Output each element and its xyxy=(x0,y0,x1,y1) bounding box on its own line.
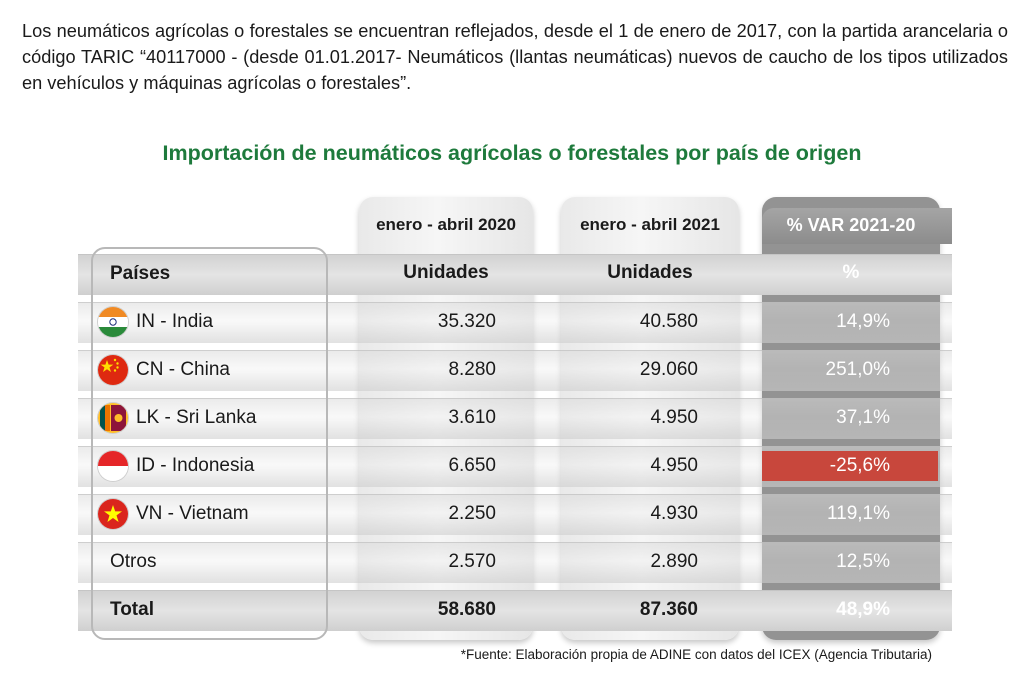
var-value: 14,9% xyxy=(836,311,890,332)
units-2021-value: 4.950 xyxy=(650,407,698,428)
total-var: 48,9% xyxy=(836,599,890,620)
units-2021-value: 29.060 xyxy=(639,359,698,380)
row-stripe xyxy=(78,542,952,583)
country-name: CN - China xyxy=(136,359,230,380)
units-2020-value: 3.610 xyxy=(448,407,496,428)
header-units-2020: Unidades xyxy=(403,262,489,283)
units-2020-value: 6.650 xyxy=(448,455,496,476)
row-stripe xyxy=(78,398,952,439)
units-2020-value: 35.320 xyxy=(437,311,496,332)
indonesia-flag-icon xyxy=(98,451,128,481)
country-name: IN - India xyxy=(136,311,214,332)
table-row-country: LK - Sri Lanka xyxy=(98,398,323,438)
header-countries: Países xyxy=(110,263,171,284)
row-stripe xyxy=(78,494,952,535)
units-2021-value: 40.580 xyxy=(639,311,698,332)
row-stripe xyxy=(78,302,952,343)
header-var: % xyxy=(842,262,860,283)
table-row-country: IN - India xyxy=(98,302,323,342)
table-title: Importación de neumáticos agrícolas o fo… xyxy=(162,141,862,165)
var-header-band xyxy=(762,208,952,244)
country-column-frame xyxy=(91,247,328,640)
country-name: VN - Vietnam xyxy=(136,503,249,524)
table-row-country: CN - China xyxy=(98,350,323,390)
units-2021-value: 4.930 xyxy=(650,503,698,524)
var-value: 119,1% xyxy=(826,503,890,524)
units-2020-value: 2.250 xyxy=(448,503,496,524)
total-label: Total xyxy=(110,599,154,620)
units-2020-value: 8.280 xyxy=(448,359,496,380)
header-row-stripe xyxy=(78,254,952,295)
country-name: ID - Indonesia xyxy=(136,455,255,476)
sri-lanka-flag-icon xyxy=(98,403,128,433)
intro-paragraph: Los neumáticos agrícolas o forestales se… xyxy=(22,21,1008,93)
india-flag-icon xyxy=(98,307,128,337)
negative-value-highlight xyxy=(762,451,938,481)
units-2021-value: 2.890 xyxy=(650,551,698,572)
vietnam-flag-icon xyxy=(98,499,128,529)
country-name: LK - Sri Lanka xyxy=(136,407,257,428)
var-value-negative: -25,6% xyxy=(829,455,890,476)
var-value: 12,5% xyxy=(836,551,890,572)
period-header-var: % VAR 2021-20 xyxy=(786,215,916,235)
period-header-2020: enero - abril 2020 xyxy=(376,215,516,234)
period-header-2021: enero - abril 2021 xyxy=(580,215,720,234)
table-row-country: ID - Indonesia xyxy=(98,446,323,486)
total-row-stripe xyxy=(78,590,952,631)
row-stripe xyxy=(78,350,952,391)
header-units-2021: Unidades xyxy=(607,262,693,283)
table-row-country: VN - Vietnam xyxy=(98,494,323,534)
var-value: 251,0% xyxy=(825,359,890,380)
country-name-others: Otros xyxy=(110,551,157,572)
total-units-2020: 58.680 xyxy=(437,599,496,620)
units-2021-value: 4.950 xyxy=(650,455,698,476)
total-units-2021: 87.360 xyxy=(639,599,698,620)
china-flag-icon xyxy=(98,355,128,385)
units-2020-value: 2.570 xyxy=(448,551,496,572)
source-footnote: *Fuente: Elaboración propia de ADINE con… xyxy=(460,647,932,662)
var-value: 37,1% xyxy=(836,407,890,428)
